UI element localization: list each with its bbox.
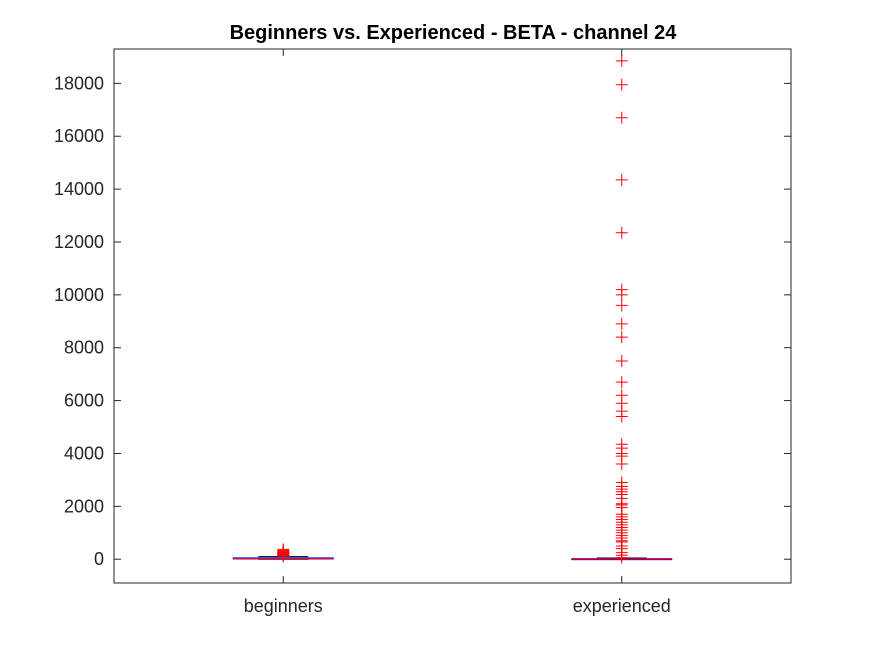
y-tick-label: 14000 bbox=[54, 179, 104, 199]
outlier-marker bbox=[615, 476, 628, 489]
outlier-marker bbox=[615, 438, 628, 451]
y-tick-label: 0 bbox=[94, 549, 104, 569]
outlier-marker bbox=[615, 226, 628, 239]
plot-marks bbox=[232, 54, 673, 564]
y-tick-label: 10000 bbox=[54, 285, 104, 305]
outlier-marker bbox=[615, 389, 628, 402]
outlier-marker bbox=[615, 111, 628, 124]
outlier-marker bbox=[615, 283, 628, 296]
y-tick-label: 16000 bbox=[54, 126, 104, 146]
y-tick-label: 18000 bbox=[54, 73, 104, 93]
outlier-marker bbox=[615, 54, 628, 67]
outlier-marker bbox=[615, 331, 628, 344]
outlier-marker bbox=[615, 173, 628, 186]
y-tick-label: 4000 bbox=[64, 443, 104, 463]
y-tick-label: 6000 bbox=[64, 391, 104, 411]
outlier-marker bbox=[615, 354, 628, 367]
outlier-marker bbox=[615, 317, 628, 330]
outlier-marker bbox=[615, 78, 628, 91]
x-tick-label: beginners bbox=[244, 596, 323, 616]
y-tick-label: 8000 bbox=[64, 338, 104, 358]
box-group-beginners bbox=[232, 543, 334, 563]
outlier-marker bbox=[615, 299, 628, 312]
y-axis: 0 2000 4000 6000 8000 10000 12000 14000 16000 180… bbox=[54, 73, 791, 569]
outlier-marker bbox=[277, 543, 290, 556]
box-group-experienced bbox=[571, 54, 673, 564]
chart-title: Beginners vs. Experienced - BETA - chann… bbox=[230, 22, 678, 44]
axes-box bbox=[113, 48, 792, 584]
x-tick-label: experienced bbox=[573, 596, 671, 616]
y-tick-label: 2000 bbox=[64, 496, 104, 516]
outlier-marker bbox=[615, 376, 628, 389]
y-tick-label: 12000 bbox=[54, 232, 104, 252]
x-axis: beginners experienced bbox=[244, 49, 671, 616]
